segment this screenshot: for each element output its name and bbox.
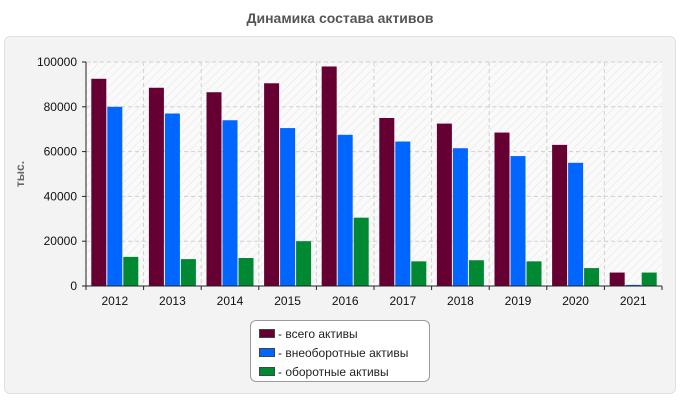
bar-2017-s1 (379, 118, 395, 286)
x-tick-label: 2017 (389, 294, 416, 308)
legend-label: - оборотные активы (278, 364, 389, 379)
x-tick-label: 2021 (620, 294, 647, 308)
bar-2013-s1 (148, 87, 164, 286)
bar-2020-s2 (568, 162, 584, 286)
bar-2020-s1 (552, 144, 568, 286)
y-tick-label: 20000 (44, 234, 78, 248)
bar-2014-s2 (222, 120, 238, 287)
legend-swatch (259, 348, 275, 357)
bar-2019-s2 (510, 156, 526, 286)
bar-2018-s3 (468, 260, 484, 286)
bar-2015-s1 (264, 83, 280, 286)
bar-2014-s1 (206, 92, 222, 287)
bar-2017-s2 (395, 141, 411, 286)
x-tick-label: 2019 (505, 294, 532, 308)
bar-2021-s1 (609, 272, 625, 286)
bar-2016-s3 (353, 217, 369, 286)
bar-2021-s2 (625, 284, 641, 286)
y-tick-label: 40000 (44, 189, 78, 203)
x-tick-label: 2012 (101, 294, 128, 308)
legend-swatch (259, 367, 275, 376)
x-tick-label: 2015 (274, 294, 301, 308)
y-tick-labels: 0 20000 40000 60000 80000 100000 (37, 55, 77, 293)
bar-2018-s1 (436, 123, 452, 286)
legend-label: - внеоборотные активы (278, 345, 409, 360)
y-axis-label: тыс. (13, 161, 27, 187)
bar-2015-s2 (280, 128, 296, 286)
x-tick-labels: 2012 2013 2014 2015 2016 2017 2018 2019 2020 2021 (101, 294, 646, 308)
bar-2020-s3 (584, 268, 600, 286)
bar-2015-s3 (296, 241, 312, 286)
y-tick-label: 0 (70, 279, 77, 293)
legend: - всего активы - внеоборотные активы - обо… (250, 320, 430, 382)
x-tick-label: 2016 (332, 294, 359, 308)
legend-item: - внеоборотные активы (259, 343, 429, 362)
bar-2019-s3 (526, 261, 542, 286)
x-tick-label: 2014 (217, 294, 244, 308)
bar-2017-s3 (411, 261, 427, 286)
bar-2018-s2 (452, 148, 468, 286)
y-tick-label: 80000 (44, 100, 78, 114)
y-tick-label: 60000 (44, 145, 78, 159)
chart-title: Динамика состава активов (246, 10, 434, 26)
bar-2012-s1 (91, 78, 107, 286)
bar-2021-s3 (641, 272, 657, 286)
bar-2013-s2 (164, 113, 180, 287)
bars (91, 66, 657, 287)
legend-item: - всего активы (259, 324, 429, 343)
bar-2016-s2 (337, 134, 353, 286)
bar-2013-s3 (180, 259, 196, 286)
x-tick-label: 2018 (447, 294, 474, 308)
x-tick-label: 2013 (159, 294, 186, 308)
y-tick-label: 100000 (37, 55, 77, 69)
bar-2019-s1 (494, 132, 510, 286)
axes (82, 61, 663, 290)
bar-2016-s1 (321, 66, 337, 286)
bar-2014-s3 (238, 258, 254, 286)
legend-item: - оборотные активы (259, 362, 429, 381)
bar-2012-s3 (123, 256, 139, 286)
x-tick-label: 2020 (562, 294, 589, 308)
bar-2012-s2 (107, 106, 123, 286)
legend-swatch (259, 329, 275, 338)
legend-label: - всего активы (278, 326, 358, 341)
